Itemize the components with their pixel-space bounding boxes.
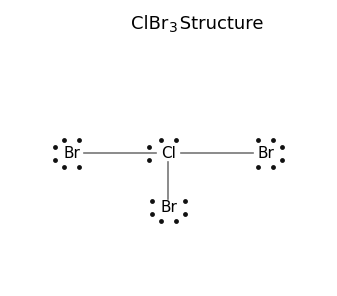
Text: Br: Br <box>63 146 80 161</box>
Text: Br: Br <box>257 146 274 161</box>
Text: Cl: Cl <box>161 146 176 161</box>
Text: Br: Br <box>160 200 177 215</box>
Text: Structure: Structure <box>174 15 263 33</box>
Text: ClBr: ClBr <box>131 15 168 33</box>
Text: 3: 3 <box>168 21 177 35</box>
